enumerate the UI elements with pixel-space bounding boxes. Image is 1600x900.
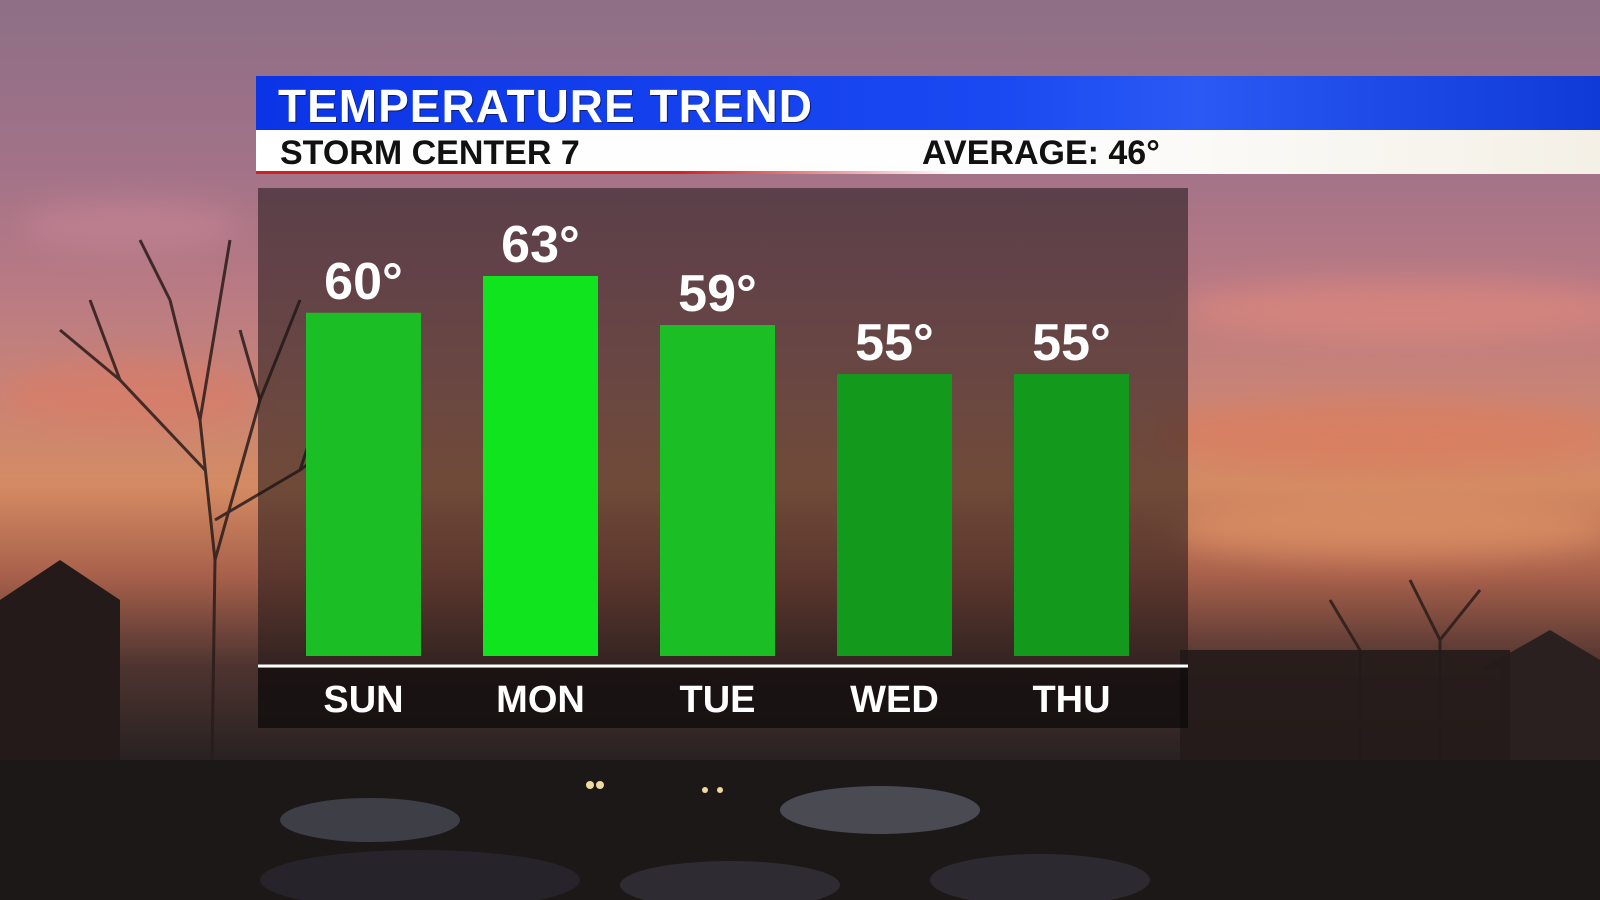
category-label-mon: MON xyxy=(496,679,585,721)
cloud-decoration xyxy=(1170,500,1600,560)
category-strip xyxy=(258,668,1188,728)
cloud-decoration xyxy=(1150,400,1600,470)
bar-value-label: 60° xyxy=(324,253,403,311)
bar-chart: 60° SUN 63° MON 59° TUE 55° WED 55° THU xyxy=(258,216,1188,728)
cloud-decoration xyxy=(0,360,260,430)
category-label-sun: SUN xyxy=(323,679,403,721)
bar-value-label: 59° xyxy=(678,265,757,323)
category-label-wed: WED xyxy=(850,679,939,721)
category-label-tue: TUE xyxy=(680,679,756,721)
bar-sun xyxy=(306,312,421,656)
bar-mon xyxy=(483,276,598,656)
chart-title: TEMPERATURE TREND xyxy=(278,80,813,132)
bar-value-label: 63° xyxy=(501,216,580,274)
cloud-decoration xyxy=(20,200,240,250)
station-name: STORM CENTER 7 xyxy=(280,134,580,172)
subtitle-banner: STORM CENTER 7 AVERAGE: 46° xyxy=(256,130,1600,174)
bar-thu xyxy=(1014,374,1129,656)
bar-tue xyxy=(660,325,775,656)
average-temperature: AVERAGE: 46° xyxy=(922,134,1160,172)
bar-wed xyxy=(837,374,952,656)
bar-value-label: 55° xyxy=(1032,314,1111,372)
bar-value-label: 55° xyxy=(855,314,934,372)
title-banner: TEMPERATURE TREND xyxy=(256,76,1600,132)
category-label-thu: THU xyxy=(1032,679,1110,721)
chart-panel: 60° SUN 63° MON 59° TUE 55° WED 55° THU xyxy=(258,188,1188,728)
accent-line xyxy=(256,171,956,174)
cloud-decoration xyxy=(1180,280,1600,340)
